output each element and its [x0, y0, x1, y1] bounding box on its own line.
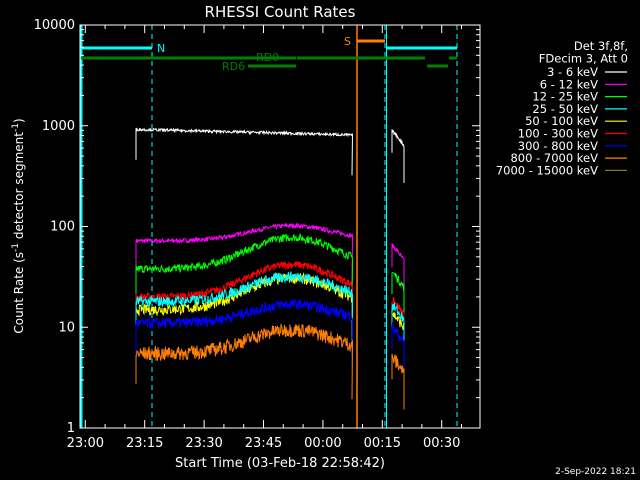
legend-entry-label: 3 - 6 keV: [547, 65, 598, 79]
flag-rd0-label: RD0: [256, 51, 279, 64]
flag-rd6-label: RD6: [222, 60, 245, 73]
series-trace-segment: [391, 353, 405, 410]
series-trace-segment: [391, 129, 405, 183]
series-trace: [135, 222, 353, 287]
x-tick-label: 23:30: [185, 436, 222, 451]
y-tick-label: 10000: [34, 18, 75, 33]
y-axis-label: Count Rate (s-1 detector segment-1): [11, 118, 26, 333]
x-tick-label: 23:00: [67, 436, 104, 451]
legend-header-line: Det 3f,8f,: [574, 39, 628, 53]
legend-entry-label: 7000 - 15000 keV: [496, 163, 598, 177]
x-axis: 23:00 23:15 23:30 23:45 00:00 00:15 00:30: [67, 25, 462, 451]
flag-s-label: S: [344, 35, 351, 48]
footer-date: 2-Sep-2022 18:21: [555, 467, 636, 477]
y-tick-label: 10: [58, 320, 75, 335]
series-trace-segment: [391, 243, 405, 298]
series-trace: [135, 323, 353, 400]
series-trace-segment: [391, 272, 405, 325]
legend-entry-label: 800 - 7000 keV: [510, 151, 598, 165]
x-axis-label: Start Time (03-Feb-18 22:58:42): [175, 456, 385, 471]
series-trace: [135, 271, 353, 348]
series-trace: [135, 298, 354, 370]
y-tick-label: 1000: [42, 119, 75, 134]
series-layer: [135, 127, 405, 410]
y-tick-label: 1: [67, 421, 75, 436]
series-trace-segment: [391, 312, 405, 366]
x-tick-label: 00:00: [304, 436, 341, 451]
x-tick-label: 23:45: [245, 436, 282, 451]
series-trace-segment: [391, 302, 405, 358]
series-trace: [135, 127, 354, 176]
y-axis: 1 10 100 1000 10000: [34, 18, 480, 436]
series-trace: [135, 260, 354, 343]
y-tick-label: 100: [50, 220, 75, 235]
series-trace-segment: [391, 321, 405, 380]
legend-entry-label: 6 - 12 keV: [540, 77, 598, 91]
flag-n-label: N: [157, 42, 165, 55]
legend-entry-label: 300 - 800 keV: [518, 139, 598, 153]
legend-entry-label: 12 - 25 keV: [532, 90, 598, 104]
legend-entry-label: 50 - 100 keV: [525, 114, 598, 128]
x-tick-label: 00:15: [364, 436, 401, 451]
flag-bars: N S RD0 RD6: [81, 35, 457, 73]
legend-header-line: FDecim 3, Att 0: [539, 52, 628, 66]
legend-entry-label: 25 - 50 keV: [532, 102, 598, 116]
x-tick-label: 23:15: [126, 436, 163, 451]
series-trace: [135, 272, 354, 356]
series-trace-segment: [391, 296, 405, 353]
series-trace: [135, 232, 354, 315]
chart-title: RHESSI Count Rates: [205, 3, 356, 21]
legend-entry-label: 100 - 300 keV: [518, 127, 598, 141]
x-tick-label: 00:30: [423, 436, 460, 451]
